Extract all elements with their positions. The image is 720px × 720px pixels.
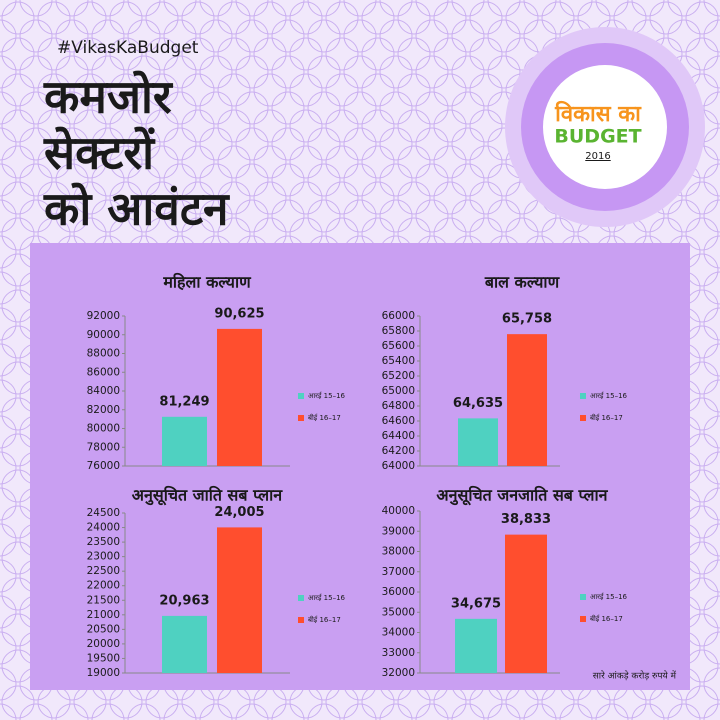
y-tick-label: 64000	[382, 460, 415, 472]
legend-swatch	[580, 616, 586, 622]
value-label: 20,963	[159, 593, 209, 608]
y-tick-label: 65600	[382, 340, 415, 352]
value-label: 34,675	[451, 596, 501, 611]
chart-title: बाल कल्याण	[484, 273, 561, 292]
legend-swatch	[580, 393, 586, 399]
chart-title: महिला कल्याण	[162, 273, 252, 292]
value-label: 90,625	[214, 306, 264, 321]
y-tick-label: 22000	[87, 580, 120, 592]
legend-swatch	[580, 415, 586, 421]
legend-swatch	[298, 617, 304, 623]
y-tick-label: 65400	[382, 355, 415, 367]
footnote: सारे आंकड़े करोड़ रुपये में	[593, 670, 677, 682]
y-tick-label: 78000	[87, 441, 120, 453]
logo-center	[543, 65, 667, 189]
chart-title: अनुसूचित जनजाति सब प्लान	[436, 486, 608, 506]
logo-text: BUDGET	[554, 126, 641, 148]
y-tick-label: 65800	[382, 325, 415, 337]
y-tick-label: 36000	[382, 586, 415, 598]
y-tick-label: 23000	[87, 551, 120, 563]
y-tick-label: 21000	[87, 609, 120, 621]
y-tick-label: 39000	[382, 525, 415, 537]
title-line: कमजोर	[43, 70, 174, 124]
y-tick-label: 21500	[87, 594, 120, 606]
bar	[458, 418, 498, 466]
y-tick-label: 32000	[382, 667, 415, 679]
legend-label: बीई 16–17	[308, 413, 341, 422]
legend-label: आरई 15–16	[590, 592, 628, 601]
legend-swatch	[298, 393, 304, 399]
y-tick-label: 86000	[87, 366, 120, 378]
y-tick-label: 24000	[87, 522, 120, 534]
y-tick-label: 23500	[87, 536, 120, 548]
y-tick-label: 65200	[382, 370, 415, 382]
y-tick-label: 64200	[382, 445, 415, 457]
y-tick-label: 76000	[87, 460, 120, 472]
title-line: को आवंटन	[43, 182, 230, 236]
value-label: 64,635	[453, 396, 503, 411]
bar	[217, 527, 262, 673]
legend-swatch	[298, 595, 304, 601]
y-tick-label: 22500	[87, 565, 120, 577]
bar	[162, 615, 207, 673]
hashtag: #VikasKaBudget	[57, 38, 199, 58]
bar	[505, 534, 547, 673]
value-label: 24,005	[214, 505, 264, 520]
legend-label: आरई 15–16	[308, 391, 346, 400]
y-tick-label: 64600	[382, 415, 415, 427]
legend-label: आरई 15–16	[590, 391, 628, 400]
y-tick-label: 20000	[87, 638, 120, 650]
legend-label: बीई 16–17	[590, 614, 623, 623]
y-tick-label: 66000	[382, 310, 415, 322]
y-tick-label: 34000	[382, 627, 415, 639]
y-tick-label: 90000	[87, 329, 120, 341]
value-label: 38,833	[501, 512, 551, 527]
y-tick-label: 35000	[382, 606, 415, 618]
y-tick-label: 33000	[382, 647, 415, 659]
y-tick-label: 64800	[382, 400, 415, 412]
y-tick-label: 84000	[87, 385, 120, 397]
logo-year: 2016	[585, 151, 610, 162]
value-label: 65,758	[502, 312, 552, 327]
y-tick-label: 92000	[87, 310, 120, 322]
bar	[507, 334, 547, 466]
logo-text: विकास का	[554, 100, 642, 127]
bar	[455, 618, 497, 673]
y-tick-label: 38000	[382, 546, 415, 558]
title-line: सेक्टरों	[43, 126, 156, 180]
y-tick-label: 19500	[87, 652, 120, 664]
value-label: 81,249	[159, 394, 209, 409]
y-tick-label: 19000	[87, 667, 120, 679]
legend-swatch	[580, 594, 586, 600]
y-tick-label: 82000	[87, 404, 120, 416]
y-tick-label: 88000	[87, 348, 120, 360]
y-tick-label: 37000	[382, 566, 415, 578]
y-tick-label: 40000	[382, 505, 415, 517]
y-tick-label: 64400	[382, 430, 415, 442]
legend-label: बीई 16–17	[590, 413, 623, 422]
legend-label: बीई 16–17	[308, 615, 341, 624]
y-tick-label: 24500	[87, 507, 120, 519]
y-tick-label: 20500	[87, 623, 120, 635]
legend-label: आरई 15–16	[308, 593, 346, 602]
bar	[162, 416, 207, 466]
chart-title: अनुसूचित जाति सब प्लान	[132, 486, 283, 506]
y-tick-label: 65000	[382, 385, 415, 397]
y-tick-label: 80000	[87, 423, 120, 435]
bar	[217, 328, 262, 466]
legend-swatch	[298, 415, 304, 421]
